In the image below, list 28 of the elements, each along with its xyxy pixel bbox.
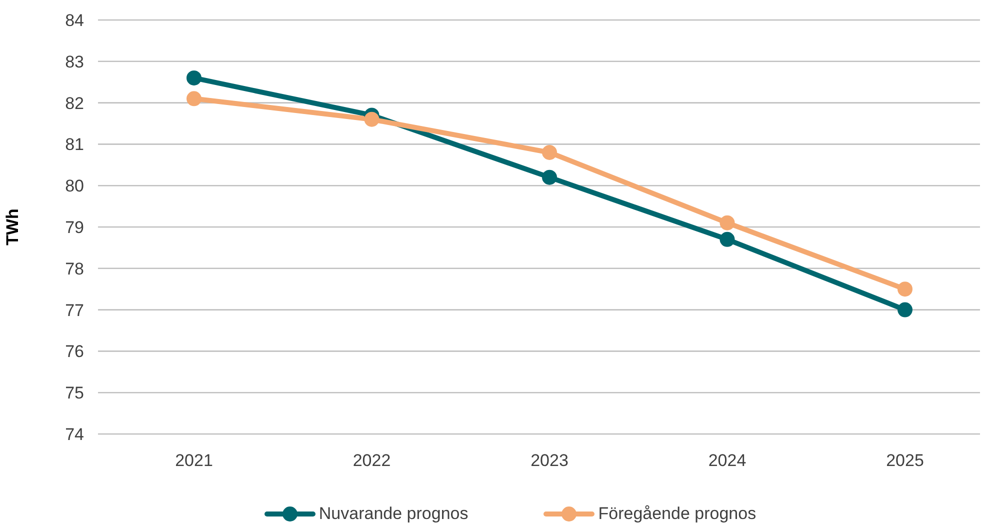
point bbox=[720, 232, 735, 247]
y-tick-label: 83 bbox=[65, 52, 84, 72]
point bbox=[364, 112, 380, 127]
y-tick-label: 76 bbox=[65, 342, 84, 362]
y-tick-label: 74 bbox=[65, 425, 84, 444]
y-tick-label: 78 bbox=[65, 259, 84, 278]
y-tick-label: 82 bbox=[65, 94, 84, 113]
y-tick-label: 84 bbox=[65, 11, 84, 30]
x-tick-label: 2023 bbox=[530, 451, 568, 470]
x-tick-label: 2021 bbox=[175, 451, 213, 470]
legend-label: Nuvarande prognos bbox=[318, 504, 468, 524]
x-tick-label: 2022 bbox=[352, 451, 391, 470]
x-tick-label: 2025 bbox=[886, 451, 924, 470]
point bbox=[542, 170, 557, 185]
point bbox=[186, 70, 202, 86]
y-tick-label: 77 bbox=[65, 300, 84, 320]
point bbox=[898, 302, 912, 318]
point bbox=[186, 91, 202, 106]
y-tick-label: 80 bbox=[65, 176, 84, 196]
point bbox=[720, 215, 735, 230]
y-tick-label: 75 bbox=[65, 384, 84, 403]
legend-label: Föregående prognos bbox=[598, 504, 756, 524]
y-tick-label: 79 bbox=[65, 218, 84, 238]
point bbox=[898, 282, 912, 297]
y-axis-title: TWh bbox=[3, 208, 22, 246]
point bbox=[542, 144, 557, 160]
y-tick-label: 81 bbox=[65, 135, 84, 154]
x-tick-label: 2024 bbox=[708, 451, 746, 470]
